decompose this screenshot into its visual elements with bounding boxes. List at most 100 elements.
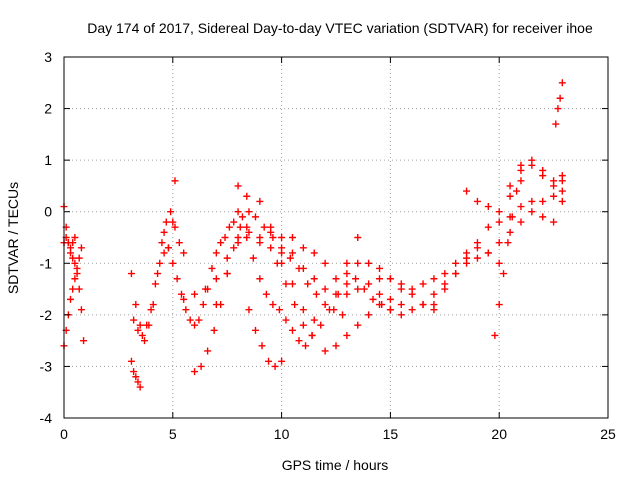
data-point xyxy=(234,208,242,216)
data-point xyxy=(295,337,303,345)
data-point xyxy=(430,275,438,283)
data-point xyxy=(484,223,492,231)
data-point xyxy=(495,301,503,309)
data-point xyxy=(517,218,525,226)
data-point xyxy=(212,301,220,309)
data-point xyxy=(221,234,229,241)
data-point xyxy=(463,187,471,195)
data-point xyxy=(321,301,329,309)
data-point xyxy=(262,290,270,298)
data-point xyxy=(197,362,205,370)
data-point xyxy=(169,218,177,226)
data-point xyxy=(354,285,362,293)
data-point xyxy=(376,275,384,283)
data-point xyxy=(556,94,564,102)
data-point xyxy=(191,290,199,298)
data-point xyxy=(369,295,377,303)
data-point xyxy=(160,249,168,257)
data-point xyxy=(195,316,203,324)
data-point xyxy=(275,306,283,314)
data-point xyxy=(310,249,318,257)
data-point xyxy=(169,259,177,267)
data-point xyxy=(325,306,333,314)
data-point xyxy=(256,239,264,247)
data-point xyxy=(180,295,188,303)
data-point xyxy=(69,239,77,247)
data-point xyxy=(408,285,416,293)
data-point xyxy=(212,275,220,283)
data-points xyxy=(60,79,566,391)
data-point xyxy=(552,120,560,128)
data-point xyxy=(354,259,362,267)
data-point xyxy=(167,208,175,216)
data-point xyxy=(245,228,253,236)
data-point xyxy=(136,321,144,329)
y-tick-label: -3 xyxy=(40,358,53,374)
y-tick-label: 3 xyxy=(44,49,52,65)
series-track-4 xyxy=(127,357,144,391)
x-tick-label: 25 xyxy=(600,426,616,442)
data-point xyxy=(299,306,307,314)
data-point xyxy=(397,311,405,319)
data-point xyxy=(299,264,307,272)
data-point xyxy=(354,234,362,241)
data-point xyxy=(271,362,279,370)
data-point xyxy=(151,280,159,288)
data-point xyxy=(539,213,547,221)
data-point xyxy=(558,187,566,195)
data-point xyxy=(212,249,220,257)
data-point xyxy=(473,197,481,205)
data-point xyxy=(243,223,251,231)
series-track-16 xyxy=(321,295,405,355)
data-point xyxy=(134,378,142,386)
data-point xyxy=(230,218,238,226)
data-point xyxy=(256,275,264,283)
data-point xyxy=(506,182,514,190)
data-point xyxy=(138,331,146,339)
data-point xyxy=(386,306,394,314)
data-point xyxy=(77,244,85,252)
data-point xyxy=(495,218,503,226)
data-point xyxy=(204,347,212,355)
data-point xyxy=(321,259,329,267)
data-point xyxy=(310,316,318,324)
data-point xyxy=(430,301,438,309)
data-point xyxy=(376,301,384,309)
data-point xyxy=(500,270,508,278)
plot-frame xyxy=(63,56,609,419)
data-point xyxy=(71,275,79,283)
data-point xyxy=(288,280,296,288)
data-point xyxy=(506,228,514,236)
data-point xyxy=(173,275,181,283)
data-point xyxy=(251,326,259,334)
data-point xyxy=(334,290,342,298)
data-point xyxy=(245,208,253,216)
data-point xyxy=(463,254,471,262)
data-point xyxy=(136,383,144,391)
data-point xyxy=(158,239,166,247)
data-point xyxy=(495,208,503,216)
data-point xyxy=(286,254,294,262)
data-point xyxy=(495,239,503,247)
x-tick-label: 10 xyxy=(274,426,290,442)
data-point xyxy=(269,301,277,309)
data-point xyxy=(127,270,135,278)
data-point xyxy=(186,316,194,324)
data-point xyxy=(282,280,290,288)
data-point xyxy=(267,228,275,236)
data-point xyxy=(69,254,77,262)
data-point xyxy=(441,285,449,293)
data-point xyxy=(539,197,547,205)
series-track-22 xyxy=(506,156,566,190)
data-point xyxy=(260,223,268,231)
data-point xyxy=(397,285,405,293)
data-point xyxy=(343,331,351,339)
data-point xyxy=(397,301,405,309)
data-point xyxy=(258,342,266,350)
data-point xyxy=(278,357,286,365)
data-point xyxy=(71,259,79,267)
data-point xyxy=(130,368,138,376)
data-point xyxy=(256,197,264,205)
data-point xyxy=(365,311,373,319)
